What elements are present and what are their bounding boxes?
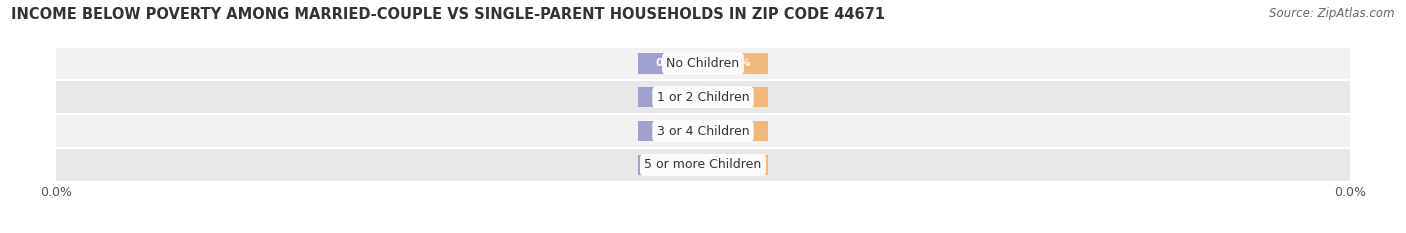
- Text: 3 or 4 Children: 3 or 4 Children: [657, 125, 749, 137]
- Bar: [703, 87, 768, 107]
- Bar: [703, 155, 768, 175]
- Bar: [56, 47, 1350, 80]
- Text: 0.0%: 0.0%: [720, 160, 751, 170]
- Text: 0.0%: 0.0%: [720, 58, 751, 69]
- Text: INCOME BELOW POVERTY AMONG MARRIED-COUPLE VS SINGLE-PARENT HOUSEHOLDS IN ZIP COD: INCOME BELOW POVERTY AMONG MARRIED-COUPL…: [11, 7, 886, 22]
- Text: 0.0%: 0.0%: [720, 92, 751, 102]
- Text: 0.0%: 0.0%: [655, 58, 686, 69]
- Bar: [638, 53, 703, 74]
- Text: No Children: No Children: [666, 57, 740, 70]
- Bar: [56, 114, 1350, 148]
- Bar: [638, 155, 703, 175]
- Text: 5 or more Children: 5 or more Children: [644, 158, 762, 171]
- Bar: [638, 121, 703, 141]
- Text: 0.0%: 0.0%: [655, 126, 686, 136]
- Bar: [56, 148, 1350, 182]
- Bar: [638, 87, 703, 107]
- Bar: [703, 53, 768, 74]
- Text: 0.0%: 0.0%: [720, 126, 751, 136]
- Text: 1 or 2 Children: 1 or 2 Children: [657, 91, 749, 104]
- Text: Source: ZipAtlas.com: Source: ZipAtlas.com: [1270, 7, 1395, 20]
- Bar: [703, 121, 768, 141]
- Bar: [56, 80, 1350, 114]
- Text: 0.0%: 0.0%: [655, 160, 686, 170]
- Text: 0.0%: 0.0%: [655, 92, 686, 102]
